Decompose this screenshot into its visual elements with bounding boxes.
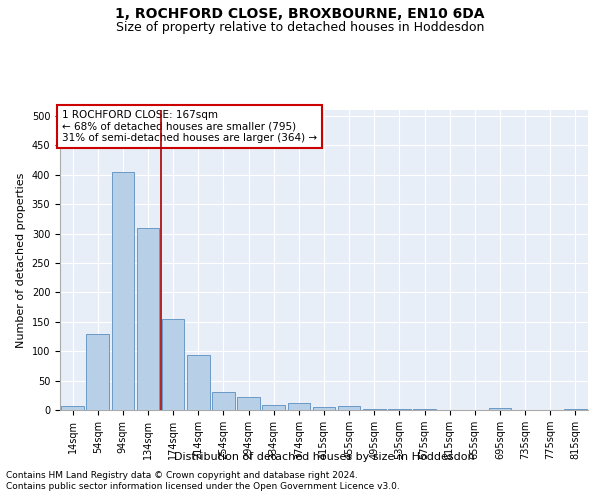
Bar	[237, 397, 260, 410]
Bar	[61, 406, 84, 410]
Text: Contains public sector information licensed under the Open Government Licence v3: Contains public sector information licen…	[6, 482, 400, 491]
Bar	[212, 392, 235, 410]
Bar	[338, 406, 361, 410]
Bar	[162, 319, 184, 410]
Bar	[112, 172, 134, 410]
Bar	[262, 406, 285, 410]
Text: 1, ROCHFORD CLOSE, BROXBOURNE, EN10 6DA: 1, ROCHFORD CLOSE, BROXBOURNE, EN10 6DA	[115, 8, 485, 22]
Bar	[137, 228, 160, 410]
Y-axis label: Number of detached properties: Number of detached properties	[16, 172, 26, 348]
Text: 1 ROCHFORD CLOSE: 167sqm
← 68% of detached houses are smaller (795)
31% of semi-: 1 ROCHFORD CLOSE: 167sqm ← 68% of detach…	[62, 110, 317, 143]
Text: Distribution of detached houses by size in Hoddesdon: Distribution of detached houses by size …	[173, 452, 475, 462]
Bar	[187, 356, 209, 410]
Bar	[564, 409, 587, 410]
Bar	[363, 409, 386, 410]
Bar	[287, 403, 310, 410]
Bar	[313, 407, 335, 410]
Text: Contains HM Land Registry data © Crown copyright and database right 2024.: Contains HM Land Registry data © Crown c…	[6, 470, 358, 480]
Bar	[86, 334, 109, 410]
Text: Size of property relative to detached houses in Hoddesdon: Size of property relative to detached ho…	[116, 21, 484, 34]
Bar	[488, 408, 511, 410]
